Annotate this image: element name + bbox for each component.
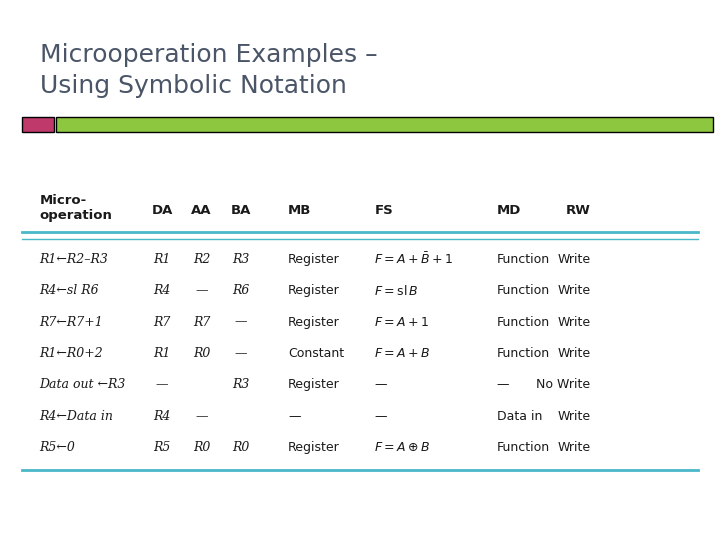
Text: $F = A + B$: $F = A + B$ [374, 347, 431, 360]
Text: R3: R3 [233, 379, 250, 392]
Text: Function: Function [497, 315, 550, 328]
Text: R5: R5 [153, 441, 171, 454]
Text: R5←0: R5←0 [40, 441, 76, 454]
Text: Micro-
operation: Micro- operation [40, 194, 112, 222]
Text: R7←R7+1: R7←R7+1 [40, 315, 104, 328]
Text: Register: Register [288, 253, 340, 266]
Text: Register: Register [288, 284, 340, 297]
Text: Write: Write [557, 315, 590, 328]
Text: Write: Write [557, 347, 590, 360]
Text: No Write: No Write [536, 379, 590, 392]
Text: —: — [235, 315, 248, 328]
Text: R1←R0+2: R1←R0+2 [40, 347, 104, 360]
Text: R1←R2–R3: R1←R2–R3 [40, 253, 109, 266]
FancyBboxPatch shape [22, 117, 54, 132]
Text: R4←Data in: R4←Data in [40, 410, 114, 423]
Text: —: — [195, 410, 208, 423]
FancyBboxPatch shape [56, 117, 713, 132]
Text: R3: R3 [233, 253, 250, 266]
Text: Register: Register [288, 315, 340, 328]
Text: —: — [156, 379, 168, 392]
Text: R0: R0 [193, 441, 210, 454]
Text: $F = \mathrm{sl}\, B$: $F = \mathrm{sl}\, B$ [374, 284, 419, 298]
Text: R2: R2 [193, 253, 210, 266]
Text: R0: R0 [233, 441, 250, 454]
Text: FS: FS [374, 204, 393, 217]
Text: Function: Function [497, 347, 550, 360]
Text: R4←sl R6: R4←sl R6 [40, 284, 99, 297]
Text: MB: MB [288, 204, 311, 217]
Text: BA: BA [231, 204, 251, 217]
Text: Data in: Data in [497, 410, 542, 423]
Text: —: — [195, 284, 208, 297]
Text: R4: R4 [153, 284, 171, 297]
Text: —: — [288, 410, 300, 423]
Text: R6: R6 [233, 284, 250, 297]
Text: R1: R1 [153, 347, 171, 360]
Text: Microoperation Examples –
Using Symbolic Notation: Microoperation Examples – Using Symbolic… [40, 43, 377, 98]
Text: R7: R7 [153, 315, 171, 328]
Text: MD: MD [497, 204, 521, 217]
Text: Register: Register [288, 441, 340, 454]
Text: R7: R7 [193, 315, 210, 328]
Text: $F = A + \bar{B} + 1$: $F = A + \bar{B} + 1$ [374, 252, 454, 267]
Text: AA: AA [192, 204, 212, 217]
Text: —: — [374, 379, 387, 392]
Text: Function: Function [497, 284, 550, 297]
Text: Write: Write [557, 284, 590, 297]
Text: $F = A + 1$: $F = A + 1$ [374, 315, 430, 328]
Text: DA: DA [151, 204, 173, 217]
Text: R0: R0 [193, 347, 210, 360]
Text: Constant: Constant [288, 347, 344, 360]
Text: R4: R4 [153, 410, 171, 423]
Text: Write: Write [557, 441, 590, 454]
Text: Write: Write [557, 253, 590, 266]
Text: —: — [374, 410, 387, 423]
Text: Data out ←R3: Data out ←R3 [40, 379, 126, 392]
Text: Register: Register [288, 379, 340, 392]
Text: Write: Write [557, 410, 590, 423]
Text: RW: RW [565, 204, 590, 217]
Text: $F = A \oplus B$: $F = A \oplus B$ [374, 441, 431, 454]
Text: Function: Function [497, 441, 550, 454]
Text: —: — [497, 379, 509, 392]
Text: R1: R1 [153, 253, 171, 266]
Text: Function: Function [497, 253, 550, 266]
Text: —: — [235, 347, 248, 360]
